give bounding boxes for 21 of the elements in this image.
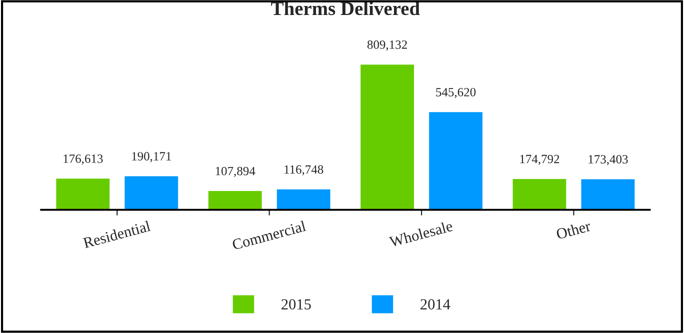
chart-title: Therms Delivered — [271, 1, 420, 16]
bar — [511, 178, 568, 210]
data-label: 190,171 — [132, 152, 171, 162]
data-label: 174,792 — [520, 154, 560, 166]
bar — [54, 177, 111, 210]
data-label: 545,620 — [436, 88, 476, 98]
data-label: 107,894 — [216, 166, 256, 178]
bar — [580, 178, 636, 210]
legend-label: 2014 — [420, 299, 450, 310]
bar — [123, 174, 180, 210]
x-tick-label: Wholesale — [388, 220, 454, 248]
data-label: 809,132 — [367, 40, 407, 51]
data-label: 176,613 — [64, 154, 103, 165]
x-tick-label: Other — [556, 220, 592, 240]
bar — [428, 110, 484, 210]
bar — [359, 63, 416, 210]
data-label: 116,748 — [284, 165, 324, 176]
bar — [275, 188, 332, 210]
data-label: 173,403 — [588, 155, 628, 166]
bar — [206, 190, 264, 210]
legend-label: 2015 — [282, 299, 311, 310]
